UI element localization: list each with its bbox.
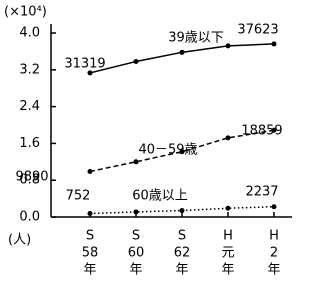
x-tick-label: S <box>132 229 140 244</box>
x-tick-label: S <box>86 229 94 244</box>
point <box>87 70 93 76</box>
value-label: 31319 <box>64 57 105 72</box>
value-label: 752 <box>66 189 91 204</box>
x-unit: (人) <box>8 233 31 248</box>
x-tick-label: 年 <box>129 263 142 278</box>
point <box>179 208 185 214</box>
series-label: 40－59歳 <box>138 143 197 158</box>
point <box>225 43 231 49</box>
x-tick-label: 62 <box>174 246 191 261</box>
point <box>225 135 231 141</box>
x-tick-label: 年 <box>175 263 188 278</box>
value-label: 9890 <box>15 170 48 185</box>
y-unit: (×10⁴) <box>4 5 47 20</box>
chart: (×10⁴) (人) 0.0 0.8 1.6 2.4 3.2 4.0 S 58 年 S 60 年 S 62… <box>4 5 292 278</box>
x-tick-label: 2 <box>270 246 278 261</box>
value-label: 2237 <box>245 185 278 200</box>
y-tick-label: 1.6 <box>19 136 40 151</box>
y-tick-label: 4.0 <box>19 26 40 41</box>
series-line <box>89 43 275 74</box>
point <box>271 204 277 210</box>
x-tick-label: S <box>178 229 186 244</box>
value-label: 37623 <box>237 23 278 38</box>
point <box>179 49 185 55</box>
x-tick-label: H <box>269 229 279 244</box>
point <box>271 127 277 133</box>
y-tick-label: 3.2 <box>19 62 40 77</box>
point <box>133 209 139 215</box>
point <box>179 149 185 155</box>
x-tick-label: 年 <box>267 263 280 278</box>
x-tick-label: 60 <box>128 246 145 261</box>
point <box>271 41 277 47</box>
value-label: 18859 <box>241 124 282 139</box>
y-tick-label: 0.8 <box>19 173 40 188</box>
x-tick-label: 年 <box>221 263 234 278</box>
series-label: 60歳以上 <box>132 189 188 204</box>
point <box>133 159 139 165</box>
y-tick-label: 2.4 <box>19 99 40 114</box>
x-tick-label: H <box>223 229 233 244</box>
x-tick-label: 58 <box>82 246 99 261</box>
point <box>87 211 93 217</box>
point <box>133 59 139 65</box>
y-tick-label: 0.0 <box>19 210 40 225</box>
x-tick-label: 年 <box>83 263 96 278</box>
x-tick-label: 元 <box>221 246 234 261</box>
series-label: 39歳以下 <box>168 31 224 46</box>
point <box>87 169 93 175</box>
point <box>225 205 231 211</box>
